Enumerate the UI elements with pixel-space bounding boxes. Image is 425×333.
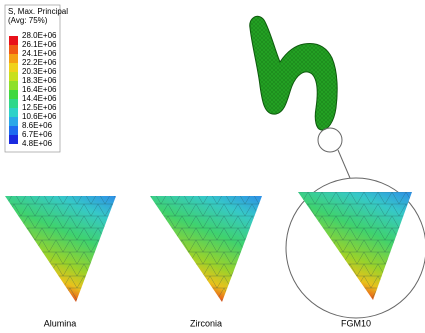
legend-swatch bbox=[9, 54, 18, 63]
tooth-mesh bbox=[250, 16, 337, 130]
caption: Zirconia bbox=[190, 318, 222, 328]
legend-label: 12.5E+06 bbox=[22, 103, 57, 112]
figure: S, Max. Principal (Avg: 75%) 28.0E+0626.… bbox=[0, 0, 425, 333]
zoom-connector bbox=[338, 150, 350, 178]
legend-swatch bbox=[9, 72, 18, 81]
mesh bbox=[150, 196, 262, 302]
legend-label: 4.8E+06 bbox=[22, 139, 53, 148]
legend-label: 22.2E+06 bbox=[22, 58, 57, 67]
legend-swatch bbox=[9, 45, 18, 54]
legend-swatch bbox=[9, 126, 18, 135]
mesh bbox=[298, 192, 412, 300]
result-fgm10 bbox=[298, 192, 412, 300]
legend-swatch bbox=[9, 36, 18, 45]
caption: Alumina bbox=[44, 318, 77, 328]
legend-label: 26.1E+06 bbox=[22, 40, 57, 49]
result-zirconia bbox=[150, 196, 262, 302]
legend-label: 24.1E+06 bbox=[22, 49, 57, 58]
legend-label: 8.6E+06 bbox=[22, 121, 53, 130]
result-alumina bbox=[5, 196, 116, 302]
legend-label: 20.3E+06 bbox=[22, 67, 57, 76]
legend-swatch bbox=[9, 81, 18, 90]
legend-swatch bbox=[9, 99, 18, 108]
legend-swatch bbox=[9, 117, 18, 126]
caption: FGM10 bbox=[341, 318, 371, 328]
legend-subtitle: (Avg: 75%) bbox=[8, 16, 48, 25]
legend-swatch bbox=[9, 90, 18, 99]
legend-label: 16.4E+06 bbox=[22, 85, 57, 94]
legend-label: 10.6E+06 bbox=[22, 112, 57, 121]
legend-title: S, Max. Principal bbox=[8, 7, 68, 16]
legend-label: 14.4E+06 bbox=[22, 94, 57, 103]
legend-swatch bbox=[9, 63, 18, 72]
mesh bbox=[5, 196, 116, 302]
legend-label: 28.0E+06 bbox=[22, 31, 57, 40]
legend: 28.0E+0626.1E+0624.1E+0622.2E+0620.3E+06… bbox=[9, 31, 57, 148]
legend-swatch bbox=[9, 135, 18, 144]
legend-swatch bbox=[9, 108, 18, 117]
zoom-circle-small bbox=[318, 128, 342, 152]
legend-label: 6.7E+06 bbox=[22, 130, 53, 139]
legend-label: 18.3E+06 bbox=[22, 76, 57, 85]
